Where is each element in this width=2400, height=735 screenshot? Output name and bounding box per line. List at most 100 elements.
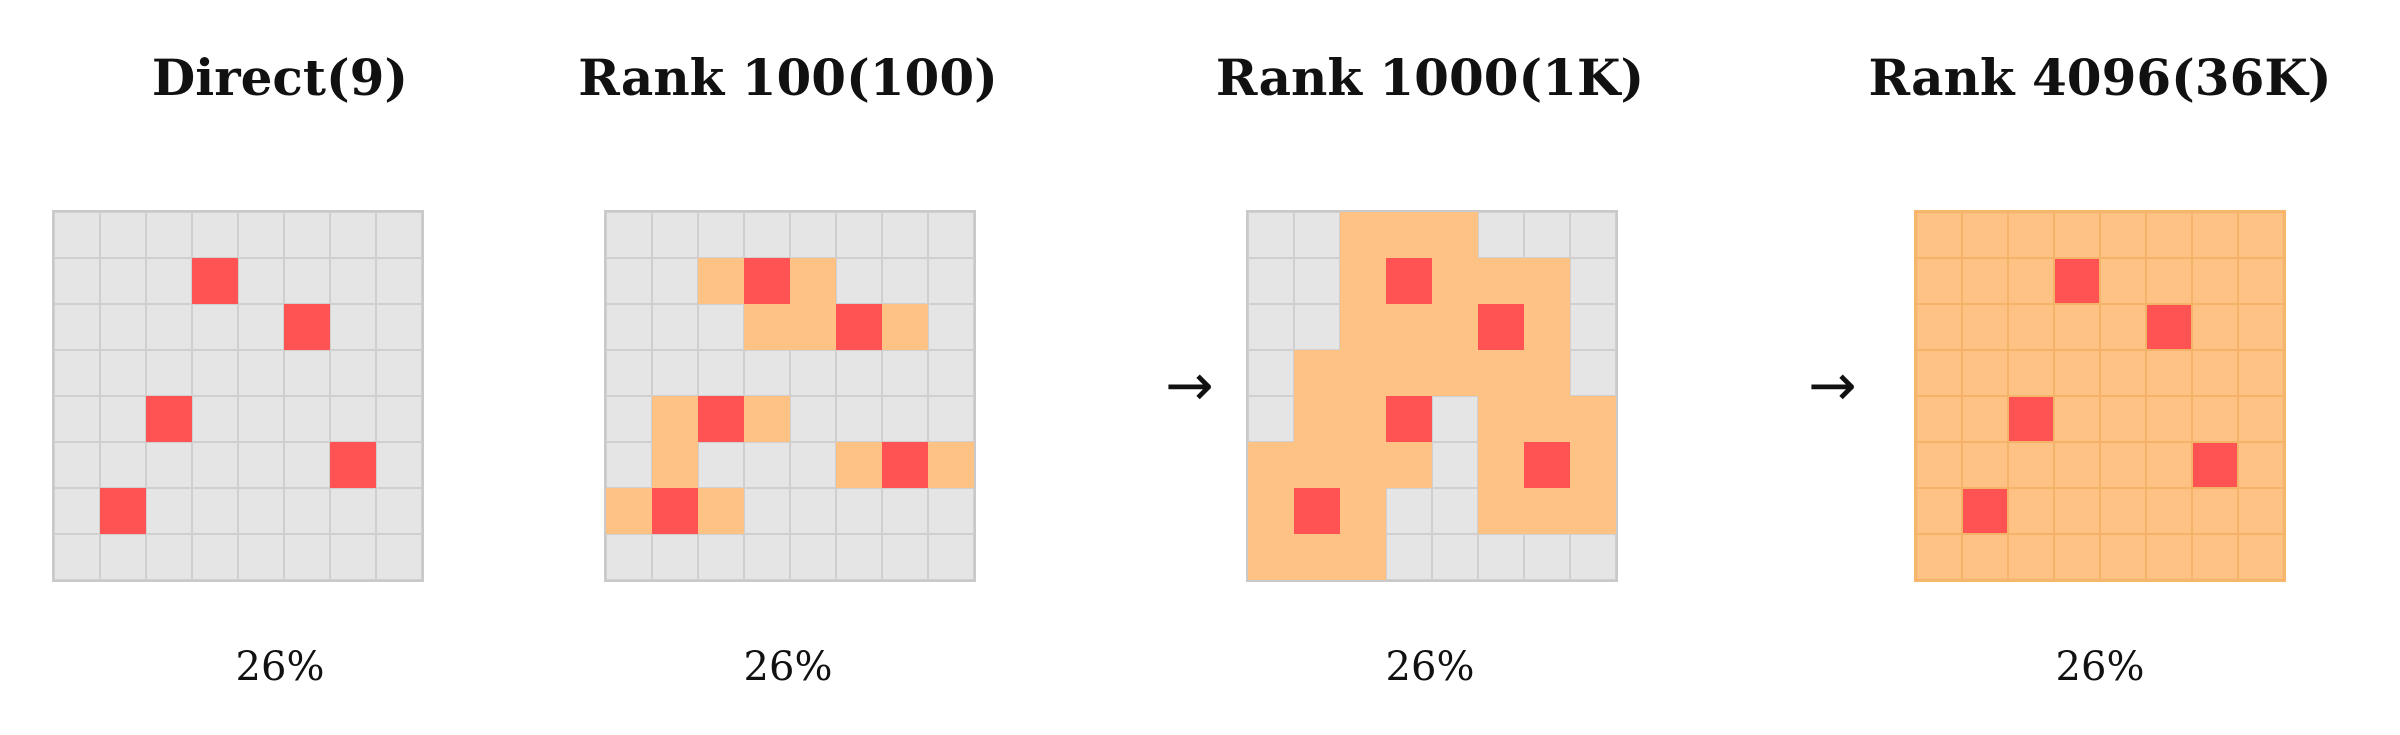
grid-cell-empty [376,442,422,488]
grid-cell-empty [100,396,146,442]
grid-cell-empty [652,350,698,396]
grid-cell-fill [1916,396,1962,442]
grid-cell-fill [1524,350,1570,396]
grid-cell-empty [54,304,100,350]
grid-cell-empty [146,258,192,304]
grid-rank-100 [604,210,976,582]
grid-cell-empty [606,396,652,442]
grid-cell-key [652,488,698,534]
grid-cell-empty [744,442,790,488]
grid-cell-fill [1570,442,1616,488]
grid-cell-empty [192,350,238,396]
grid-cell-fill [1916,258,1962,304]
percent-label: 26% [743,644,833,690]
grid-cell-fill [2192,488,2238,534]
grid-cell-empty [100,212,146,258]
grid-cell-empty [698,442,744,488]
grid-cell-fill [2054,304,2100,350]
grid-cell-fill [1386,304,1432,350]
grid-cell-empty [146,350,192,396]
grid-cell-empty [376,258,422,304]
grid-cell-empty [928,396,974,442]
grid-cell-fill [1524,396,1570,442]
grid-cell-empty [376,396,422,442]
grid-cell-empty [606,350,652,396]
grid-cell-key [284,304,330,350]
grid-cell-fill [1570,488,1616,534]
grid-cell-empty [606,442,652,488]
grid-cell-empty [238,212,284,258]
grid-cell-fill [2238,258,2284,304]
grid-cell-fill [2054,534,2100,580]
grid-cell-empty [698,212,744,258]
grid-cell-fill [1294,442,1340,488]
panel-rank-1000: Rank 1000(1K) 26% [1150,0,1710,735]
grid-cell-fill [2238,534,2284,580]
grid-cell-empty [146,488,192,534]
grid-cell-fill [1386,442,1432,488]
grid-cell-empty [192,212,238,258]
panel-title: Rank 1000(1K) [1215,48,1645,107]
grid-cell-fill [2192,396,2238,442]
grid-cell-fill [698,258,744,304]
grid-cell-empty [836,212,882,258]
grid-cell-empty [698,534,744,580]
grid-cell-empty [192,534,238,580]
grid-cell-empty [54,534,100,580]
grid-cell-fill [1916,350,1962,396]
grid-cell-fill [882,304,928,350]
grid-cell-fill [1340,212,1386,258]
grid-cell-empty [744,488,790,534]
grid-cell-empty [284,350,330,396]
grid-cell-key [2146,304,2192,350]
grid-cell-key [192,258,238,304]
grid-cell-fill [1340,442,1386,488]
grid-cell-empty [928,304,974,350]
grid-cell-fill [790,258,836,304]
grid-cell-key [2054,258,2100,304]
grid-cell-fill [1340,350,1386,396]
grid-cell-empty [1570,304,1616,350]
grid-cell-fill [2054,442,2100,488]
grid-cell-fill [652,396,698,442]
grid-cell-empty [744,212,790,258]
grid-cell-empty [928,212,974,258]
grid-cell-fill [2100,212,2146,258]
right-arrow-icon: → [1165,351,1214,419]
grid-cell-fill [2100,304,2146,350]
grid-cell-empty [790,534,836,580]
grid-cell-fill [2008,534,2054,580]
grid-cell-empty [284,442,330,488]
grid-cell-empty [284,534,330,580]
grid-cell-fill [1386,350,1432,396]
panel-rank-100: Rank 100(100) 26% [508,0,1068,735]
grid-cell-empty [928,534,974,580]
grid-cell-empty [928,258,974,304]
grid-cell-empty [54,212,100,258]
grid-cell-empty [652,534,698,580]
grid-cell-empty [330,488,376,534]
grid-cell-empty [284,212,330,258]
grid-cell-fill [2238,396,2284,442]
grid-cell-empty [790,350,836,396]
grid-cell-key [744,258,790,304]
percent-label: 26% [1385,644,1475,690]
grid-rank-4096 [1914,210,2286,582]
grid-cell-empty [882,396,928,442]
grid-cell-fill [2146,396,2192,442]
grid-cell-fill [1962,350,2008,396]
grid-cell-empty [606,258,652,304]
grid-cell-fill [1294,534,1340,580]
grid-cell-empty [284,396,330,442]
percent-label: 26% [2055,644,2145,690]
grid-cell-empty [376,534,422,580]
grid-cell-empty [330,258,376,304]
grid-cell-empty [330,350,376,396]
grid-cell-empty [54,396,100,442]
grid-cell-fill [1294,396,1340,442]
grid-cell-fill [2008,350,2054,396]
grid-cell-fill [1340,488,1386,534]
grid-cell-fill [2100,350,2146,396]
grid-cell-fill [1248,488,1294,534]
grid-cell-fill [1478,258,1524,304]
